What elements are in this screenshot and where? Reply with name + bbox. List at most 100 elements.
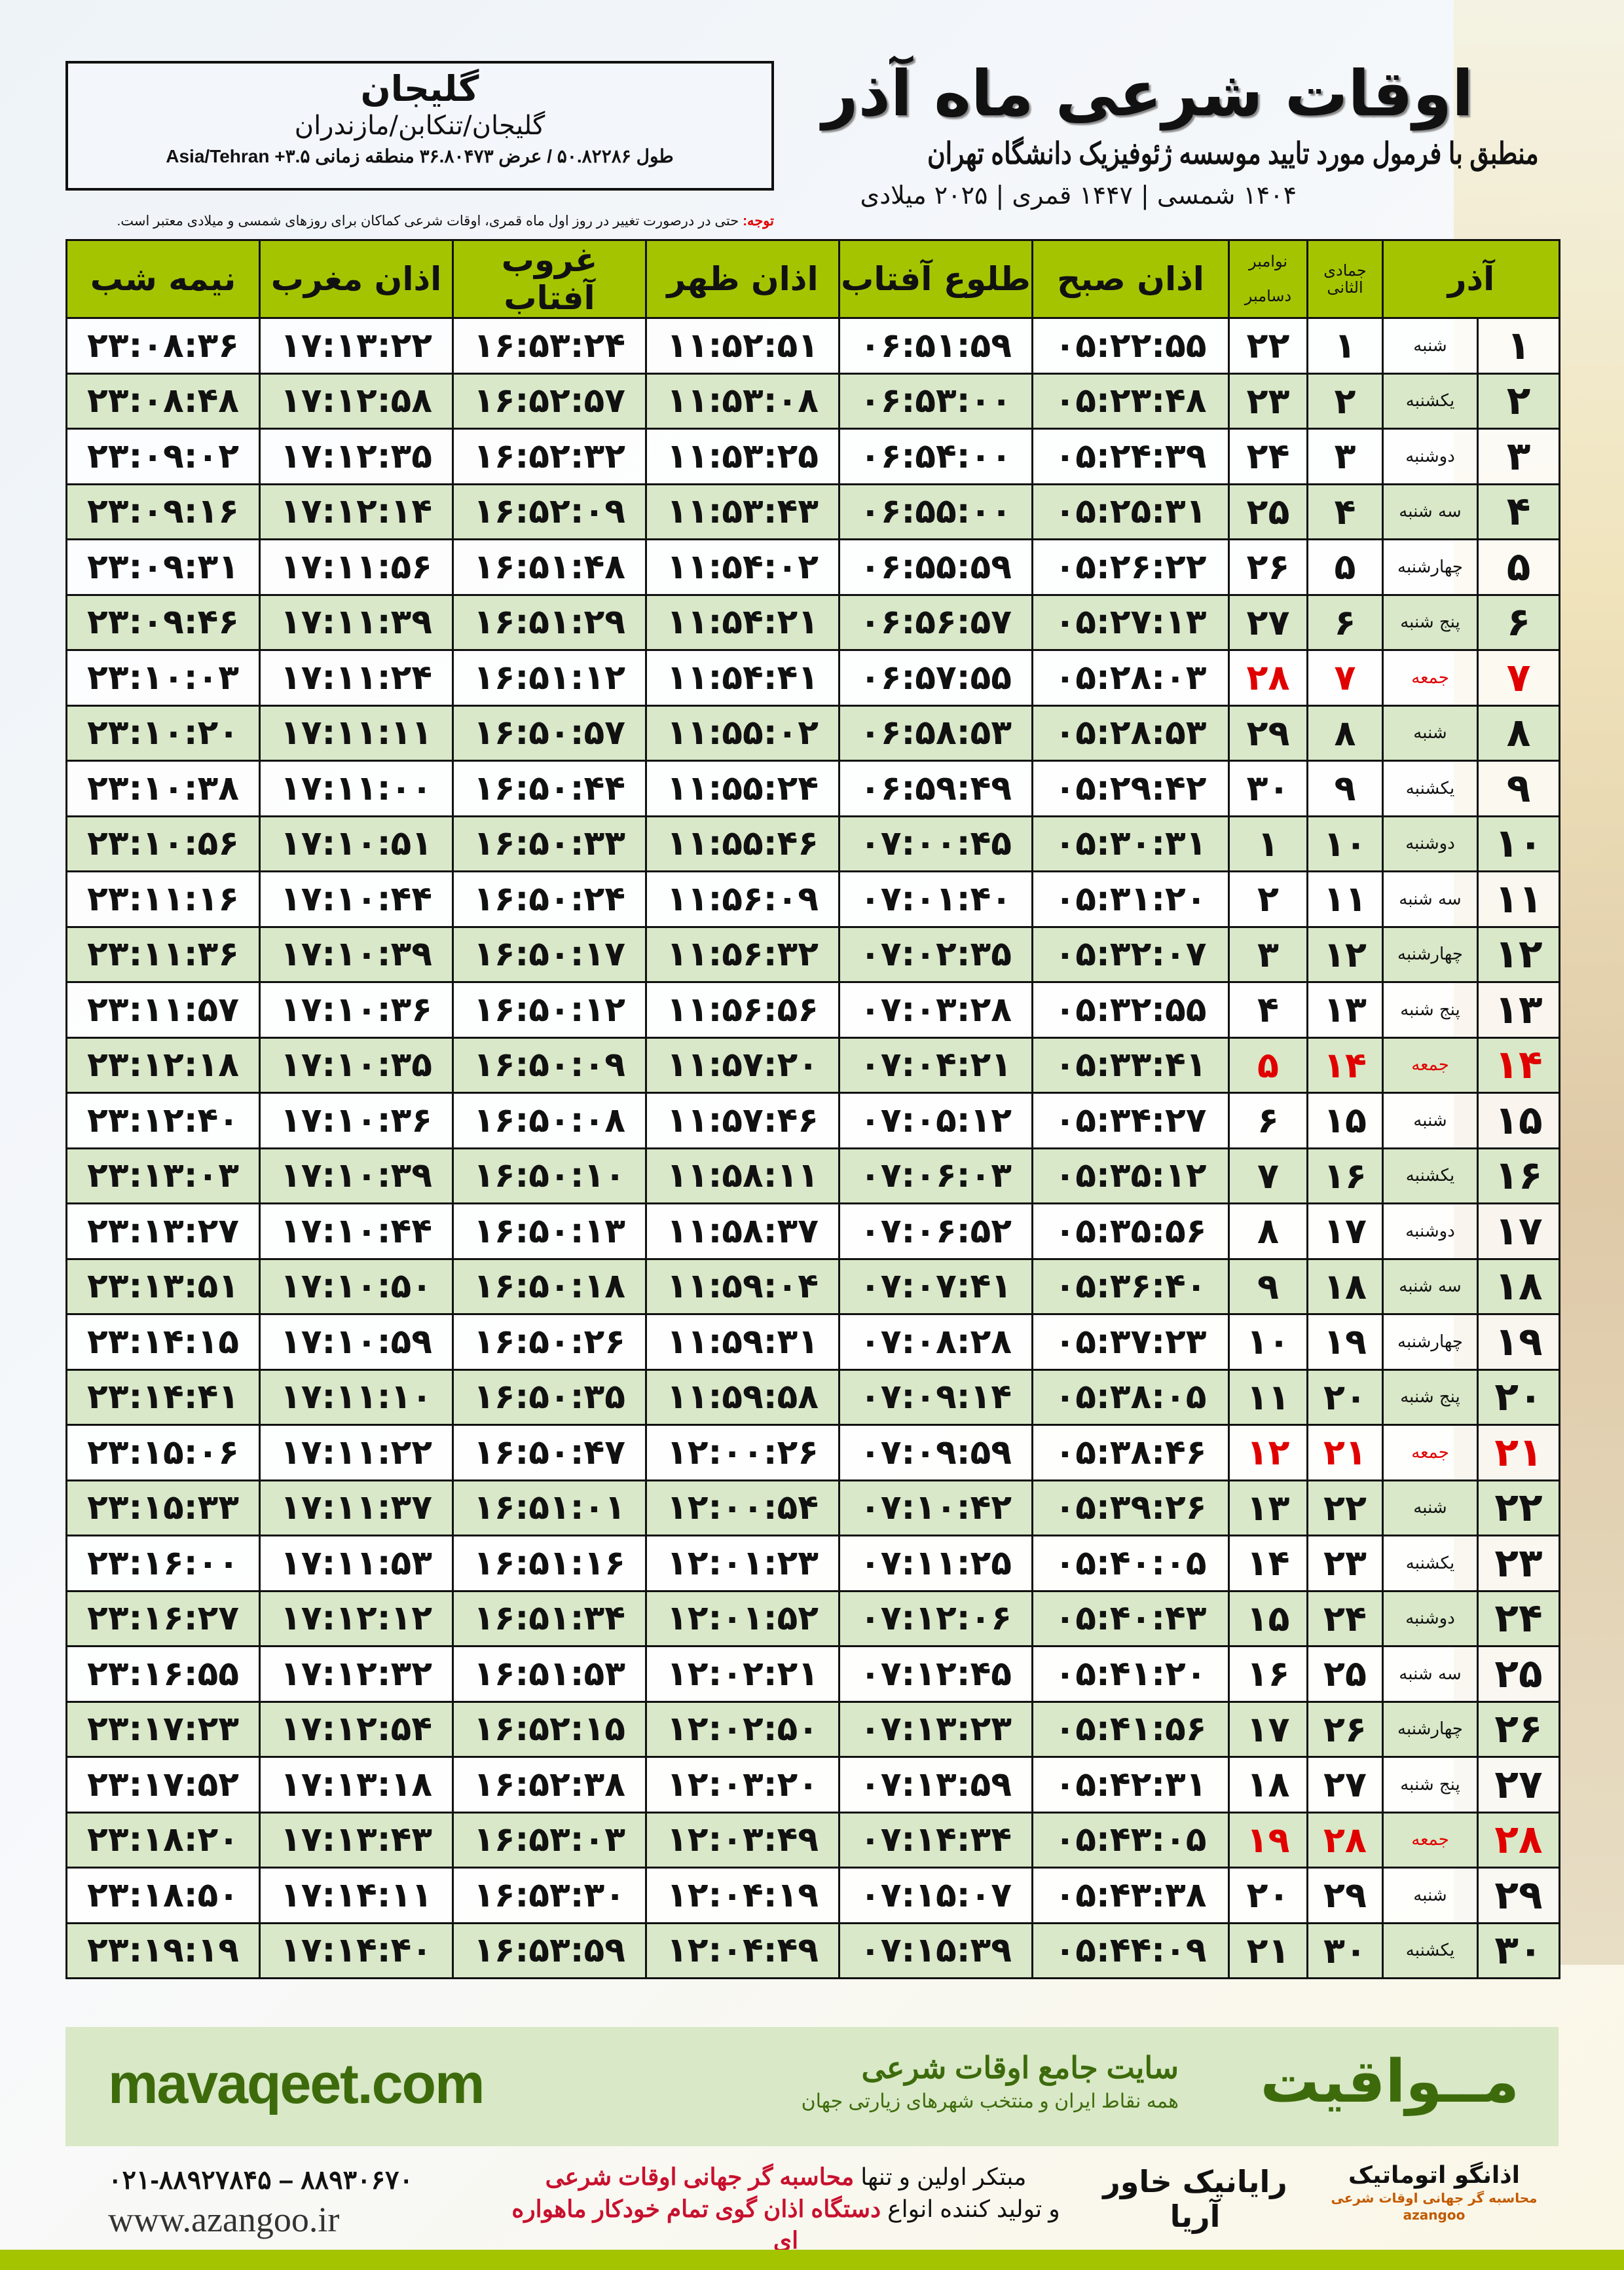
azar-day: ۱۰ bbox=[1477, 815, 1560, 872]
gregorian-day: ۲۶ bbox=[1228, 538, 1308, 596]
phone-numbers: ۰۲۱-۸۸۹۲۷۸۴۵ – ۸۸۹۳۰۶۷۰ bbox=[108, 2166, 413, 2195]
gregorian-day: ۲ bbox=[1228, 870, 1308, 928]
ghurub-time: ۱۶:۵۰:۱۰ bbox=[452, 1147, 647, 1204]
site-link[interactable]: mavaqeet.com bbox=[108, 2053, 485, 2115]
sobh-time: ۰۵:۳۱:۲۰ bbox=[1031, 870, 1230, 928]
tolu-time: ۰۶:۵۵:۵۹ bbox=[838, 538, 1033, 596]
weekday: پنج شنبه bbox=[1382, 1368, 1479, 1426]
table-row: ۱۵ شنبه ۱۵ ۶ ۰۵:۳۴:۲۷ ۰۷:۰۵:۱۲ ۱۱:۵۷:۴۶ ۱۶:۵۰:۰… bbox=[65, 1092, 1560, 1149]
gregorian-day: ۸ bbox=[1228, 1202, 1308, 1260]
header-hijri: جمادی الثانی bbox=[1306, 240, 1384, 318]
zuhr-time: ۱۱:۵۴:۲۱ bbox=[645, 593, 840, 651]
tolu-time: ۰۷:۱۲:۰۶ bbox=[838, 1590, 1033, 1647]
weekday: جمعه bbox=[1382, 1424, 1479, 1481]
zuhr-time: ۱۱:۵۶:۰۹ bbox=[645, 870, 840, 928]
weekday: پنج شنبه bbox=[1382, 1756, 1479, 1814]
maghrib-time: ۱۷:۱۰:۳۹ bbox=[259, 925, 454, 983]
azar-day: ۷ bbox=[1477, 649, 1560, 707]
sobh-time: ۰۵:۳۲:۵۵ bbox=[1031, 981, 1230, 1039]
table-row: ۲۲ شنبه ۲۲ ۱۳ ۰۵:۳۹:۲۶ ۰۷:۱۰:۴۲ ۱۲:۰۰:۵۴ ۱۶:۵۱:… bbox=[65, 1479, 1560, 1536]
maghrib-time: ۱۷:۱۱:۰۰ bbox=[259, 760, 454, 817]
zuhr-time: ۱۱:۵۶:۳۲ bbox=[645, 925, 840, 983]
gregorian-day: ۱۲ bbox=[1228, 1424, 1308, 1481]
ghurub-time: ۱۶:۵۳:۰۳ bbox=[452, 1811, 647, 1869]
hijri-day: ۲۵ bbox=[1306, 1645, 1384, 1703]
maghrib-time: ۱۷:۱۱:۵۳ bbox=[259, 1535, 454, 1592]
nimeh-time: ۲۳:۱۰:۳۸ bbox=[65, 760, 261, 817]
zuhr-time: ۱۱:۵۷:۴۶ bbox=[645, 1092, 840, 1149]
maghrib-time: ۱۷:۱۳:۴۳ bbox=[259, 1811, 454, 1869]
sobh-time: ۰۵:۲۹:۴۲ bbox=[1031, 760, 1230, 817]
weekday: دوشنبه bbox=[1382, 815, 1479, 872]
ghurub-time: ۱۶:۵۰:۰۸ bbox=[452, 1092, 647, 1149]
table-row: ۲۸ جمعه ۲۸ ۱۹ ۰۵:۴۳:۰۵ ۰۷:۱۴:۳۴ ۱۲:۰۳:۴۹ ۱۶:۵۳:… bbox=[65, 1811, 1560, 1869]
azar-day: ۱۶ bbox=[1477, 1147, 1560, 1204]
hijri-day: ۱۷ bbox=[1306, 1202, 1384, 1260]
weekday: یکشنبه bbox=[1382, 760, 1479, 817]
weekday: شنبه bbox=[1382, 1479, 1479, 1536]
zuhr-time: ۱۱:۵۵:۴۶ bbox=[645, 815, 840, 872]
hijri-day: ۱۴ bbox=[1306, 1036, 1384, 1094]
sobh-time: ۰۵:۴۱:۲۰ bbox=[1031, 1645, 1230, 1703]
maghrib-time: ۱۷:۱۱:۱۰ bbox=[259, 1368, 454, 1426]
tolu-time: ۰۷:۰۴:۲۱ bbox=[838, 1036, 1033, 1094]
azangoo-link[interactable]: www.azangoo.ir bbox=[108, 2200, 340, 2239]
page-title: اوقات شرعی ماه آذر bbox=[822, 57, 1473, 130]
azar-day: ۱۱ bbox=[1477, 870, 1560, 928]
table-row: ۲۰ پنج شنبه ۲۰ ۱۱ ۰۵:۳۸:۰۵ ۰۷:۰۹:۱۴ ۱۱:۵۹:۵۸ ۱۶… bbox=[65, 1368, 1560, 1426]
gregorian-day: ۱۳ bbox=[1228, 1479, 1308, 1536]
weekday: چهارشنبه bbox=[1382, 1313, 1479, 1371]
nimeh-time: ۲۳:۰۹:۱۶ bbox=[65, 483, 261, 540]
nimeh-time: ۲۳:۱۱:۵۷ bbox=[65, 981, 261, 1039]
maghrib-time: ۱۷:۱۰:۴۴ bbox=[259, 1202, 454, 1260]
sobh-time: ۰۵:۴۰:۰۵ bbox=[1031, 1535, 1230, 1592]
sobh-time: ۰۵:۳۴:۲۷ bbox=[1031, 1092, 1230, 1149]
nimeh-time: ۲۳:۱۱:۱۶ bbox=[65, 870, 261, 928]
maghrib-time: ۱۷:۱۳:۲۲ bbox=[259, 317, 454, 375]
maghrib-time: ۱۷:۱۲:۳۲ bbox=[259, 1645, 454, 1703]
zuhr-time: ۱۱:۵۶:۵۶ bbox=[645, 981, 840, 1039]
zuhr-time: ۱۱:۵۸:۳۷ bbox=[645, 1202, 840, 1260]
azangoo-logo: اذانگو اتوماتیک محاسبه گر جهانی اوقات شرع… bbox=[1310, 2161, 1559, 2223]
table-row: ۲۴ دوشنبه ۲۴ ۱۵ ۰۵:۴۰:۴۳ ۰۷:۱۲:۰۶ ۱۲:۰۱:۵۲ ۱۶:۵… bbox=[65, 1590, 1560, 1647]
zuhr-time: ۱۱:۵۴:۰۲ bbox=[645, 538, 840, 596]
city-name: گلیجان bbox=[360, 68, 479, 109]
ghurub-time: ۱۶:۵۲:۰۹ bbox=[452, 483, 647, 540]
azar-day: ۲۲ bbox=[1477, 1479, 1560, 1536]
weekday: یکشنبه bbox=[1382, 1147, 1479, 1204]
promo-2a: و تولید کننده انواع bbox=[881, 2195, 1060, 2222]
sobh-time: ۰۵:۳۹:۲۶ bbox=[1031, 1479, 1230, 1536]
header-gregorian: نوامبر دسامبر bbox=[1228, 240, 1308, 318]
maghrib-time: ۱۷:۱۱:۵۶ bbox=[259, 538, 454, 596]
tagline: سایت جامع اوقات شرعی همه نقاط ایران و منت… bbox=[802, 2050, 1179, 2113]
sobh-time: ۰۵:۳۸:۴۶ bbox=[1031, 1424, 1230, 1481]
header-ghurub: غروب آفتاب bbox=[452, 240, 647, 318]
hijri-day: ۱۸ bbox=[1306, 1257, 1384, 1315]
maghrib-time: ۱۷:۱۰:۵۰ bbox=[259, 1257, 454, 1315]
azar-day: ۳ bbox=[1477, 428, 1560, 485]
tolu-time: ۰۷:۰۵:۱۲ bbox=[838, 1092, 1033, 1149]
zuhr-time: ۱۱:۵۷:۲۰ bbox=[645, 1036, 840, 1094]
ghurub-time: ۱۶:۵۱:۲۹ bbox=[452, 593, 647, 651]
table-row: ۲ یکشنبه ۲ ۲۳ ۰۵:۲۳:۴۸ ۰۶:۵۳:۰۰ ۱۱:۵۳:۰۸ ۱۶:۵۲:… bbox=[65, 372, 1560, 430]
azar-day: ۲۸ bbox=[1477, 1811, 1560, 1869]
azar-day: ۱۵ bbox=[1477, 1092, 1560, 1149]
hijri-day: ۲۴ bbox=[1306, 1590, 1384, 1647]
tolu-time: ۰۶:۵۱:۵۹ bbox=[838, 317, 1033, 375]
table-row: ۱۹ چهارشنبه ۱۹ ۱۰ ۰۵:۳۷:۲۳ ۰۷:۰۸:۲۸ ۱۱:۵۹:۳۱ ۱۶… bbox=[65, 1313, 1560, 1371]
gregorian-day: ۷ bbox=[1228, 1147, 1308, 1204]
hijri-day: ۱۶ bbox=[1306, 1147, 1384, 1204]
header-greg-bottom: دسامبر bbox=[1244, 287, 1292, 306]
zuhr-time: ۱۲:۰۲:۲۱ bbox=[645, 1645, 840, 1703]
nimeh-time: ۲۳:۱۳:۵۱ bbox=[65, 1257, 261, 1315]
gregorian-day: ۲۵ bbox=[1228, 483, 1308, 540]
note-label: توجه: bbox=[743, 214, 774, 229]
ghurub-time: ۱۶:۵۰:۴۴ bbox=[452, 760, 647, 817]
ghurub-time: ۱۶:۵۰:۵۷ bbox=[452, 704, 647, 762]
maghrib-time: ۱۷:۱۰:۳۶ bbox=[259, 1092, 454, 1149]
ghurub-time: ۱۶:۵۰:۲۶ bbox=[452, 1313, 647, 1371]
weekday: چهارشنبه bbox=[1382, 1700, 1479, 1758]
ghurub-time: ۱۶:۵۲:۳۸ bbox=[452, 1756, 647, 1814]
hijri-day: ۲۷ bbox=[1306, 1756, 1384, 1814]
maghrib-time: ۱۷:۱۲:۵۸ bbox=[259, 372, 454, 430]
